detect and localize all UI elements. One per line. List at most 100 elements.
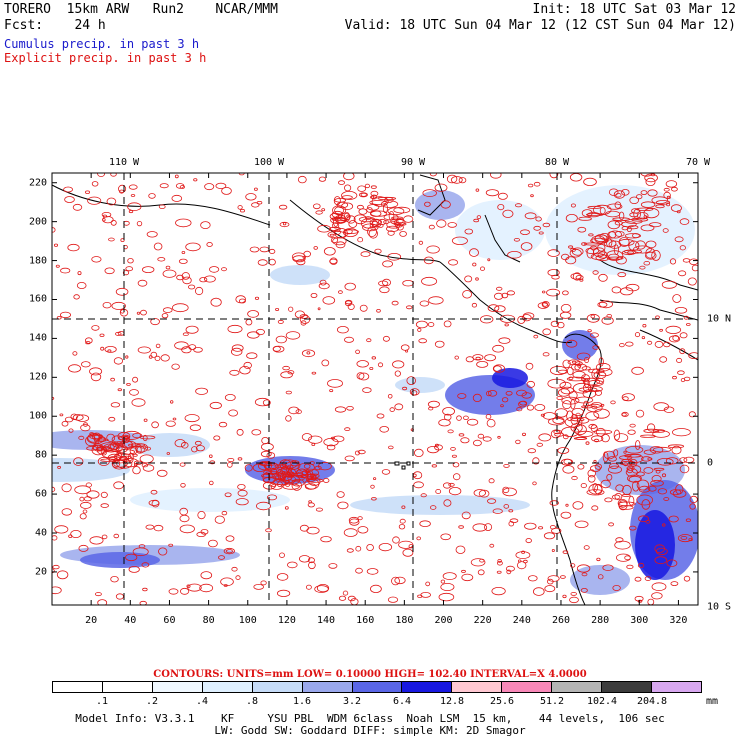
lon-label-90w: 90 W [400, 157, 426, 168]
contour-cell [276, 589, 291, 598]
contour-cell [633, 208, 641, 220]
contour-cell [588, 233, 594, 237]
contour-cell [682, 258, 691, 263]
contour-cell [502, 209, 514, 218]
title-line-1: TORERO 15km ARW Run2 NCAR/MMM [4, 2, 278, 17]
contour-cell [369, 366, 374, 370]
contour-cell [402, 548, 414, 557]
contour-cell [615, 537, 624, 543]
contour-cell [223, 584, 228, 587]
contour-cell [689, 495, 698, 503]
contour-cell [54, 525, 69, 534]
contour-cell [647, 189, 658, 197]
contour-cell [525, 362, 534, 370]
contour-cell [643, 467, 654, 474]
contour-cell [162, 307, 173, 313]
contour-cell [80, 424, 91, 432]
contour-cell [651, 249, 661, 261]
contour-cell [132, 466, 141, 475]
contour-cell [434, 444, 443, 451]
contour-cell [542, 290, 546, 294]
contour-cell [461, 573, 474, 582]
contour-cell [597, 243, 606, 252]
contour-cell [672, 375, 677, 380]
contour-cell [629, 196, 639, 204]
contour-cell [223, 547, 235, 555]
contour-cell [125, 355, 129, 359]
contour-cell [554, 408, 568, 418]
contour-cell [627, 429, 636, 435]
x-tick-label: 120 [277, 615, 296, 626]
contour-cell [547, 249, 560, 257]
y-tick-label: 20 [34, 566, 47, 578]
contour-cell [520, 229, 530, 236]
colorbar-unit: mm [705, 696, 719, 707]
contour-cell [204, 183, 215, 191]
contour-cell [282, 222, 287, 226]
contour-cell [622, 396, 629, 401]
contour-cell [394, 403, 404, 411]
contour-cell [231, 566, 238, 572]
contour-cell [391, 576, 400, 586]
contour-cell [376, 413, 385, 419]
contour-cell [585, 411, 600, 421]
contour-cell [197, 510, 206, 520]
contour-cell [260, 442, 274, 451]
contour-cell [421, 276, 438, 286]
contour-cell [426, 245, 440, 254]
contour-cell [475, 277, 479, 281]
contour-cell [172, 303, 189, 313]
contour-cell [672, 489, 687, 498]
contour-cell [346, 405, 354, 411]
contour-cell [305, 584, 312, 590]
contour-cell [369, 200, 387, 205]
contour-cell [64, 196, 75, 203]
contour-cell [611, 494, 621, 500]
contour-cell [561, 426, 580, 437]
contour-cell [401, 505, 406, 509]
contour-cell [565, 503, 569, 507]
coastlines [52, 174, 698, 605]
contour-cell [669, 258, 677, 265]
precip-blob [395, 377, 445, 393]
contour-cell [337, 501, 349, 510]
contour-cell [428, 406, 434, 411]
contour-cell [145, 524, 155, 530]
contour-cell [594, 463, 602, 470]
contour-cell [52, 564, 60, 570]
contour-cell [631, 366, 644, 375]
contour-cell [654, 340, 664, 348]
contour-cell [581, 209, 593, 218]
contour-cell [399, 518, 406, 524]
contour-cell [674, 306, 688, 314]
contour-cell [209, 460, 216, 465]
contour-cell [589, 332, 599, 338]
contour-cell [370, 185, 377, 189]
contour-cell [142, 434, 148, 442]
contour-cell [484, 523, 493, 531]
contour-cell [502, 486, 510, 494]
contour-cell [182, 276, 192, 285]
contour-cell [587, 469, 596, 478]
contour-cell [593, 429, 613, 435]
contour-cell [508, 509, 514, 513]
contour-cell [462, 415, 469, 420]
contour-cell [526, 380, 535, 388]
contour-cell [651, 582, 667, 591]
contour-cell [287, 475, 305, 481]
contour-cell [285, 466, 293, 473]
contour-cell [326, 444, 336, 451]
contour-cell [611, 286, 622, 294]
contour-cell [587, 205, 602, 209]
lat-label-10n: 10 N [707, 313, 732, 325]
contour-cell [199, 583, 214, 593]
colorbar-swatch [302, 682, 353, 692]
contour-cell [689, 503, 696, 510]
contour-cell [456, 415, 462, 421]
contour-cell [419, 300, 430, 307]
contour-cell [679, 464, 690, 474]
contour-cell [560, 575, 566, 579]
contour-cell [626, 226, 632, 232]
contour-cell [354, 450, 360, 456]
contour-cell [372, 477, 377, 481]
